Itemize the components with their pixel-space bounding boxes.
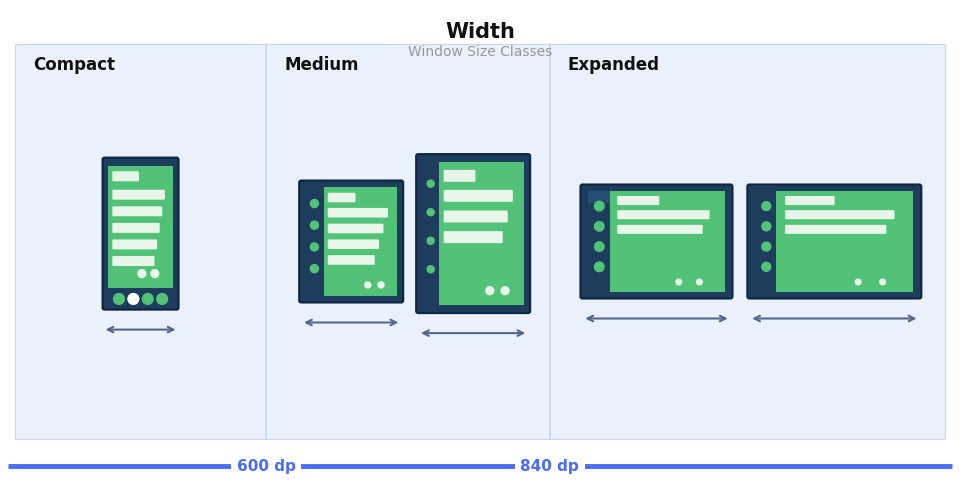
Bar bbox=[324, 187, 397, 296]
Text: Compact: Compact bbox=[33, 56, 115, 74]
Bar bbox=[777, 191, 913, 292]
FancyBboxPatch shape bbox=[112, 190, 165, 200]
Circle shape bbox=[594, 221, 604, 231]
FancyBboxPatch shape bbox=[112, 256, 155, 266]
Bar bbox=[439, 163, 524, 305]
Circle shape bbox=[676, 279, 682, 285]
Circle shape bbox=[427, 208, 434, 216]
Text: 600 dp: 600 dp bbox=[237, 458, 296, 474]
FancyBboxPatch shape bbox=[617, 210, 709, 219]
FancyBboxPatch shape bbox=[327, 224, 383, 233]
Circle shape bbox=[594, 201, 604, 211]
Circle shape bbox=[310, 243, 319, 251]
Bar bbox=[108, 165, 173, 288]
Circle shape bbox=[138, 270, 146, 278]
FancyBboxPatch shape bbox=[581, 184, 732, 298]
FancyBboxPatch shape bbox=[112, 223, 159, 233]
FancyBboxPatch shape bbox=[327, 193, 355, 203]
Circle shape bbox=[762, 262, 771, 271]
FancyBboxPatch shape bbox=[327, 208, 388, 217]
FancyBboxPatch shape bbox=[444, 170, 475, 182]
FancyBboxPatch shape bbox=[112, 206, 162, 216]
Circle shape bbox=[855, 279, 861, 285]
Circle shape bbox=[156, 293, 168, 304]
FancyBboxPatch shape bbox=[785, 210, 895, 219]
Circle shape bbox=[594, 242, 604, 251]
FancyBboxPatch shape bbox=[103, 158, 179, 310]
Circle shape bbox=[697, 279, 702, 285]
Circle shape bbox=[486, 287, 493, 294]
Circle shape bbox=[365, 282, 371, 288]
FancyBboxPatch shape bbox=[444, 210, 508, 222]
Circle shape bbox=[594, 262, 604, 272]
Bar bbox=[611, 191, 725, 292]
FancyBboxPatch shape bbox=[327, 255, 374, 265]
Bar bbox=[588, 191, 725, 203]
Text: Window Size Classes: Window Size Classes bbox=[408, 45, 552, 59]
Circle shape bbox=[501, 287, 509, 294]
Circle shape bbox=[427, 237, 434, 245]
Circle shape bbox=[151, 270, 158, 278]
FancyBboxPatch shape bbox=[327, 240, 379, 249]
Circle shape bbox=[113, 293, 125, 304]
FancyBboxPatch shape bbox=[112, 171, 139, 181]
FancyBboxPatch shape bbox=[785, 225, 886, 234]
FancyBboxPatch shape bbox=[617, 196, 660, 205]
FancyBboxPatch shape bbox=[444, 231, 503, 243]
Circle shape bbox=[762, 222, 771, 231]
Circle shape bbox=[310, 200, 319, 207]
FancyBboxPatch shape bbox=[617, 225, 703, 234]
Circle shape bbox=[427, 266, 434, 273]
Circle shape bbox=[427, 180, 434, 187]
FancyBboxPatch shape bbox=[444, 190, 513, 202]
FancyBboxPatch shape bbox=[747, 184, 922, 298]
FancyBboxPatch shape bbox=[785, 196, 834, 205]
FancyBboxPatch shape bbox=[112, 240, 157, 249]
Text: 840 dp: 840 dp bbox=[520, 458, 579, 474]
FancyBboxPatch shape bbox=[417, 154, 530, 313]
Text: Medium: Medium bbox=[284, 56, 359, 74]
Circle shape bbox=[762, 242, 771, 251]
Bar bbox=[15, 44, 266, 439]
Circle shape bbox=[879, 279, 885, 285]
Text: Expanded: Expanded bbox=[567, 56, 660, 74]
Circle shape bbox=[128, 293, 139, 304]
Circle shape bbox=[310, 221, 319, 229]
FancyBboxPatch shape bbox=[300, 180, 403, 302]
Circle shape bbox=[762, 202, 771, 210]
Circle shape bbox=[378, 282, 384, 288]
Circle shape bbox=[310, 265, 319, 273]
Text: Width: Width bbox=[445, 22, 515, 42]
Circle shape bbox=[142, 293, 154, 304]
Bar bbox=[266, 44, 550, 439]
Bar bbox=[550, 44, 945, 439]
